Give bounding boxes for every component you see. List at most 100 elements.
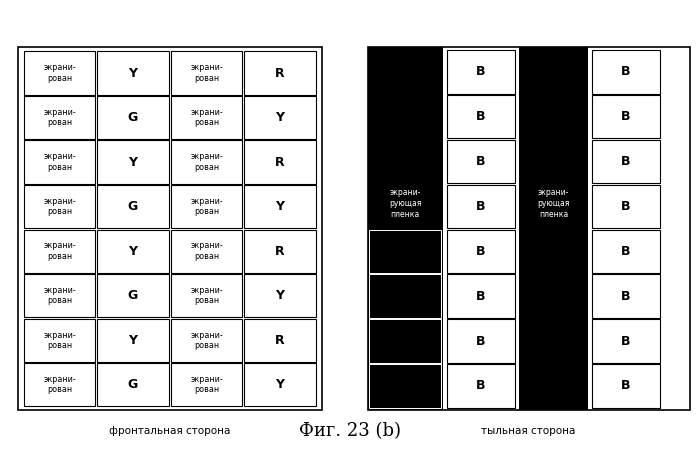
FancyBboxPatch shape bbox=[447, 364, 514, 408]
FancyBboxPatch shape bbox=[592, 185, 659, 228]
Text: Y: Y bbox=[129, 334, 137, 347]
Text: B: B bbox=[621, 290, 631, 303]
Text: экрани-
рован: экрани- рован bbox=[190, 108, 223, 127]
FancyBboxPatch shape bbox=[592, 319, 659, 363]
Text: B: B bbox=[621, 110, 631, 123]
FancyBboxPatch shape bbox=[592, 50, 659, 93]
FancyBboxPatch shape bbox=[171, 185, 242, 228]
Text: B: B bbox=[621, 245, 631, 258]
FancyBboxPatch shape bbox=[171, 274, 242, 318]
Text: экрани-
рован: экрани- рован bbox=[190, 375, 223, 395]
FancyBboxPatch shape bbox=[244, 318, 316, 362]
FancyBboxPatch shape bbox=[24, 141, 95, 184]
FancyBboxPatch shape bbox=[447, 185, 514, 228]
FancyBboxPatch shape bbox=[97, 274, 169, 318]
FancyBboxPatch shape bbox=[24, 230, 95, 273]
FancyBboxPatch shape bbox=[447, 274, 514, 318]
FancyBboxPatch shape bbox=[368, 47, 443, 410]
Text: экрани-
рующая
пленка: экрани- рующая пленка bbox=[538, 188, 570, 219]
FancyBboxPatch shape bbox=[244, 96, 316, 139]
FancyBboxPatch shape bbox=[244, 230, 316, 273]
FancyBboxPatch shape bbox=[592, 364, 659, 408]
Text: экрани-
рован: экрани- рован bbox=[190, 152, 223, 172]
Text: B: B bbox=[476, 379, 486, 392]
Text: G: G bbox=[128, 378, 138, 391]
FancyBboxPatch shape bbox=[369, 230, 441, 273]
FancyBboxPatch shape bbox=[244, 51, 316, 95]
Text: B: B bbox=[476, 245, 486, 258]
Text: экрани-
рован: экрани- рован bbox=[43, 197, 76, 216]
Text: B: B bbox=[621, 335, 631, 348]
FancyBboxPatch shape bbox=[244, 185, 316, 228]
FancyBboxPatch shape bbox=[447, 50, 514, 93]
FancyBboxPatch shape bbox=[97, 363, 169, 406]
Text: Фиг. 23 (b): Фиг. 23 (b) bbox=[299, 422, 401, 440]
Text: экрани-
рован: экрани- рован bbox=[43, 108, 76, 127]
Text: экрани-
рующая
пленка: экрани- рующая пленка bbox=[389, 188, 421, 219]
FancyBboxPatch shape bbox=[244, 274, 316, 318]
Text: Y: Y bbox=[129, 244, 137, 258]
FancyBboxPatch shape bbox=[447, 95, 514, 138]
FancyBboxPatch shape bbox=[97, 96, 169, 139]
Text: фронтальная сторона: фронтальная сторона bbox=[109, 426, 230, 436]
Text: экрани-
рован: экрани- рован bbox=[43, 241, 76, 261]
FancyBboxPatch shape bbox=[171, 363, 242, 406]
FancyBboxPatch shape bbox=[24, 318, 95, 362]
FancyBboxPatch shape bbox=[592, 95, 659, 138]
FancyBboxPatch shape bbox=[171, 230, 242, 273]
FancyBboxPatch shape bbox=[171, 51, 242, 95]
FancyBboxPatch shape bbox=[171, 96, 242, 139]
Text: B: B bbox=[621, 200, 631, 213]
FancyBboxPatch shape bbox=[24, 51, 95, 95]
Text: Y: Y bbox=[276, 289, 284, 302]
Text: B: B bbox=[476, 290, 486, 303]
FancyBboxPatch shape bbox=[447, 230, 514, 273]
Text: Y: Y bbox=[276, 111, 284, 124]
Text: G: G bbox=[128, 289, 138, 302]
FancyBboxPatch shape bbox=[18, 47, 322, 410]
FancyBboxPatch shape bbox=[369, 364, 441, 408]
FancyBboxPatch shape bbox=[368, 47, 690, 410]
Text: экрани-
рован: экрани- рован bbox=[190, 331, 223, 350]
Text: G: G bbox=[128, 200, 138, 213]
FancyBboxPatch shape bbox=[244, 141, 316, 184]
FancyBboxPatch shape bbox=[171, 141, 242, 184]
Text: R: R bbox=[275, 334, 285, 347]
FancyBboxPatch shape bbox=[369, 274, 441, 318]
Text: B: B bbox=[476, 155, 486, 168]
Text: Y: Y bbox=[129, 156, 137, 169]
Text: B: B bbox=[476, 110, 486, 123]
Text: B: B bbox=[621, 65, 631, 78]
Text: экрани-
рован: экрани- рован bbox=[43, 286, 76, 305]
FancyBboxPatch shape bbox=[592, 274, 659, 318]
FancyBboxPatch shape bbox=[24, 185, 95, 228]
Text: B: B bbox=[476, 65, 486, 78]
FancyBboxPatch shape bbox=[592, 230, 659, 273]
FancyBboxPatch shape bbox=[447, 140, 514, 183]
Text: Y: Y bbox=[129, 66, 137, 79]
Text: B: B bbox=[621, 155, 631, 168]
Text: экрани-
рован: экрани- рован bbox=[190, 63, 223, 83]
FancyBboxPatch shape bbox=[447, 319, 514, 363]
Text: экрани-
рован: экрани- рован bbox=[190, 197, 223, 216]
Text: R: R bbox=[275, 244, 285, 258]
FancyBboxPatch shape bbox=[244, 363, 316, 406]
FancyBboxPatch shape bbox=[519, 47, 588, 410]
Text: R: R bbox=[275, 66, 285, 79]
Text: B: B bbox=[476, 200, 486, 213]
FancyBboxPatch shape bbox=[24, 274, 95, 318]
FancyBboxPatch shape bbox=[171, 318, 242, 362]
Text: экрани-
рован: экрани- рован bbox=[43, 152, 76, 172]
Text: экрани-
рован: экрани- рован bbox=[43, 331, 76, 350]
Text: экрани-
рован: экрани- рован bbox=[190, 286, 223, 305]
FancyBboxPatch shape bbox=[369, 319, 441, 363]
FancyBboxPatch shape bbox=[97, 141, 169, 184]
FancyBboxPatch shape bbox=[24, 363, 95, 406]
Text: B: B bbox=[621, 379, 631, 392]
Text: B: B bbox=[476, 335, 486, 348]
FancyBboxPatch shape bbox=[97, 185, 169, 228]
Text: тыльная сторона: тыльная сторона bbox=[482, 426, 575, 436]
FancyBboxPatch shape bbox=[97, 318, 169, 362]
Text: экрани-
рован: экрани- рован bbox=[190, 241, 223, 261]
Text: G: G bbox=[128, 111, 138, 124]
